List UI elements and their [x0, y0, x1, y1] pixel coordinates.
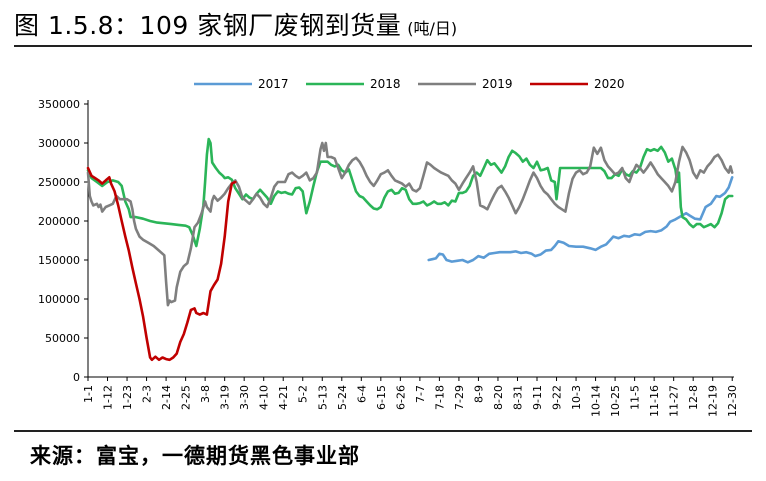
x-tick-label: 8-20	[492, 385, 505, 410]
chart-title: 图 1.5.8：109 家钢厂废钢到货量 (吨/日)	[14, 6, 457, 42]
x-tick-label: 5-24	[336, 385, 349, 410]
y-tick-label: 0	[73, 371, 80, 384]
x-tick-label: 9-11	[531, 385, 544, 410]
x-tick-label: 6-26	[394, 385, 407, 410]
x-tick-label: 11-5	[629, 385, 642, 410]
x-tick-label: 10-25	[609, 385, 622, 417]
x-tick-label: 9-22	[551, 385, 564, 410]
series-line-2019	[86, 141, 734, 307]
chart-legend: 2017 2018 2019 2020	[194, 77, 625, 91]
chart-title-unit: (吨/日)	[407, 19, 458, 38]
y-axis: 0 50000 100000 150000 200000 250000 300000 3500…	[38, 98, 89, 384]
legend-label-2018: 2018	[370, 77, 401, 91]
chart-title-main: 图 1.5.8：109 家钢厂废钢到货量	[14, 11, 402, 40]
y-tick-label: 300000	[38, 137, 80, 150]
x-tick-label: 4-21	[277, 385, 290, 410]
y-tick-label: 350000	[38, 98, 80, 111]
x-tick-label: 10-3	[570, 385, 583, 410]
series-line-2020	[86, 166, 237, 362]
legend-label-2019: 2019	[482, 77, 513, 91]
x-tick-label: 1-12	[102, 385, 115, 410]
x-tick-label: 3-8	[199, 385, 212, 403]
x-tick-label: 6-15	[375, 385, 388, 410]
x-tick-label: 7-18	[433, 385, 446, 410]
x-tick-label: 6-4	[355, 385, 368, 403]
y-tick-label: 100000	[38, 293, 80, 306]
x-tick-label: 2-25	[180, 385, 193, 410]
x-tick-label: 1-23	[121, 385, 134, 410]
chart-series	[86, 137, 734, 362]
x-tick-label: 12-30	[726, 385, 739, 417]
x-tick-label: 8-31	[511, 385, 524, 410]
series-line-2018	[86, 137, 734, 248]
source-note: 来源：富宝，一德期货黑色事业部	[30, 444, 360, 468]
y-tick-label: 50000	[45, 332, 80, 345]
x-tick-label: 7-7	[414, 385, 427, 403]
x-tick-label: 2-3	[141, 385, 154, 403]
x-tick-label: 4-10	[258, 385, 271, 410]
legend-label-2017: 2017	[258, 77, 289, 91]
x-tick-label: 5-2	[297, 385, 310, 403]
y-tick-label: 150000	[38, 254, 80, 267]
x-tick-label: 11-27	[668, 385, 681, 417]
source-divider	[14, 430, 752, 432]
x-tick-label: 5-13	[316, 385, 329, 410]
x-tick-label: 12-8	[687, 385, 700, 410]
x-tick-label: 3-19	[219, 385, 232, 410]
x-tick-label: 2-14	[160, 385, 173, 410]
x-tick-label: 11-16	[648, 385, 661, 417]
x-tick-label: 12-19	[707, 385, 720, 417]
x-tick-label: 3-30	[238, 385, 251, 410]
x-tick-label: 8-9	[472, 385, 485, 403]
title-divider	[14, 45, 752, 47]
x-tick-label: 7-29	[453, 385, 466, 410]
y-tick-label: 250000	[38, 176, 80, 189]
y-tick-label: 200000	[38, 215, 80, 228]
x-tick-label: 1-1	[82, 385, 95, 403]
legend-label-2020: 2020	[594, 77, 625, 91]
x-axis: 1-1 1-12 1-23 2-3 2-14 2-25 3-8 3-19 3-30 4-10 4-2…	[82, 376, 739, 417]
series-line-2017	[427, 176, 734, 264]
x-tick-label: 10-14	[590, 385, 603, 417]
